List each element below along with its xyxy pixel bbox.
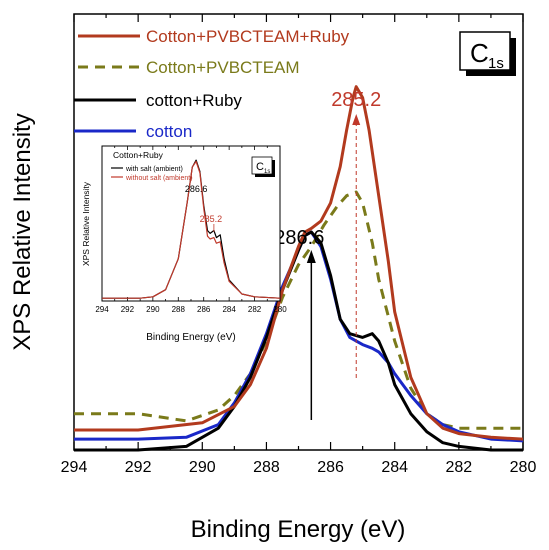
x-tick-label: 282 [248, 305, 262, 314]
panel-label-main: C [470, 38, 489, 68]
inset-panel-label: C 1s [251, 156, 275, 177]
main-series-lines [74, 85, 524, 452]
inset-chart: 294 292 290 288 286 284 282 280 286.6 285.2 with… [81, 145, 287, 343]
x-tick-label: 284 [381, 459, 408, 476]
x-tick-label: 288 [172, 305, 186, 314]
legend-label-cotton-pvbcteam: Cotton+PVBCTEAM [146, 58, 300, 77]
inset-x-tick-labels: 294 292 290 288 286 284 282 280 [95, 305, 287, 314]
x-tick-label: 292 [121, 305, 135, 314]
legend-label-cotton-pvbcteam-ruby: Cotton+PVBCTEAM+Ruby [146, 27, 350, 46]
x-tick-label: 286 [197, 305, 211, 314]
x-tick-label: 288 [253, 459, 280, 476]
inset-series-lines [102, 159, 281, 299]
main-panel-label: C 1s [459, 31, 516, 76]
main-annotations: 285.2 286.6 [274, 89, 381, 420]
x-tick-label: 294 [95, 305, 109, 314]
legend-label-cotton: cotton [146, 122, 192, 141]
peak-286-arrowhead [306, 250, 316, 263]
series-line-without-salt-ambient [102, 160, 281, 299]
series-line-cotton-pvbcteam-ruby [74, 85, 524, 441]
main-x-tick-labels: 294 292 290 288 286 284 282 280 [61, 459, 537, 476]
inset-peak-285-label: 285.2 [200, 214, 223, 224]
panel-label-box [459, 31, 511, 71]
main-x-axis-label: Binding Energy (eV) [191, 516, 406, 543]
x-tick-label: 286 [317, 459, 344, 476]
inset-peak-286-label: 286.6 [185, 184, 208, 194]
inset-panel-label-sub: 1s [264, 169, 270, 175]
x-tick-label: 282 [446, 459, 473, 476]
peak-286-label: 286.6 [274, 227, 324, 249]
inset-title: Cotton+Ruby [113, 150, 164, 160]
x-tick-label: 290 [189, 459, 216, 476]
inset-y-axis-label: XPS Relative Intensity [81, 181, 91, 266]
legend-label-cotton-ruby: cotton+Ruby [146, 91, 242, 110]
main-y-axis-label: XPS Relative Intensity [9, 113, 36, 350]
inset-annotations: 286.6 285.2 [185, 184, 222, 232]
x-tick-label: 280 [273, 305, 287, 314]
x-tick-label: 284 [222, 305, 236, 314]
inset-legend: with salt (ambient) without salt (ambient… [111, 166, 193, 182]
inset-plot-frame [101, 145, 281, 302]
inset-legend-label-without-salt-ambient: without salt (ambient) [125, 175, 193, 182]
inset-x-ticks [101, 146, 281, 301]
x-tick-label: 280 [510, 459, 537, 476]
inset-panel-label-main: C [256, 161, 264, 173]
peak-285-label: 285.2 [331, 89, 381, 111]
inset-panel-label-box [251, 156, 273, 175]
x-tick-label: 292 [125, 459, 152, 476]
inset-legend-label-with-salt-ambient: with salt (ambient) [125, 166, 183, 173]
x-tick-label: 290 [146, 305, 160, 314]
main-legend: Cotton+PVBCTEAM+Ruby Cotton+PVBCTEAM cotto… [74, 27, 350, 141]
x-tick-label: 294 [61, 459, 88, 476]
inset-x-axis-label: Binding Energy (eV) [146, 332, 236, 343]
peak-285-arrowhead [352, 114, 361, 125]
panel-label-sub: 1s [488, 55, 504, 72]
main-x-ticks [73, 14, 524, 450]
